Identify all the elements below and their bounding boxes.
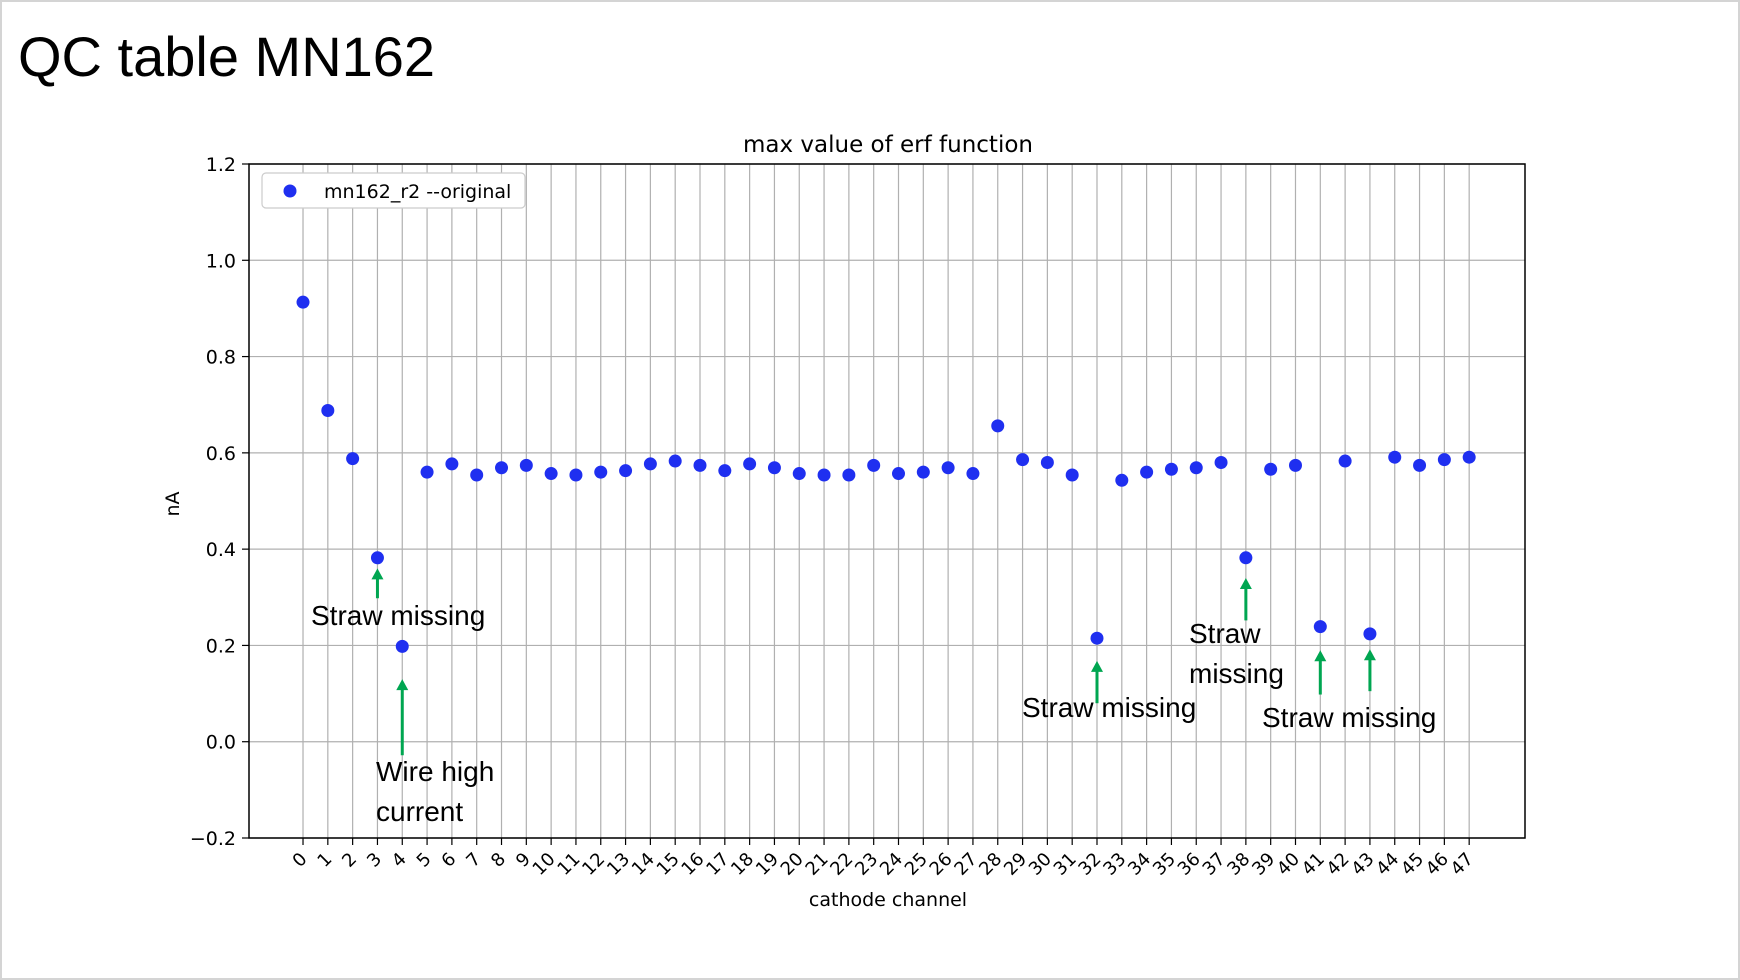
slide-title: QC table MN162 (18, 25, 436, 88)
x-tick-label: 1 (313, 849, 336, 872)
data-point (792, 467, 806, 481)
data-point (544, 467, 558, 481)
x-tick-label: 8 (487, 849, 510, 872)
x-axis: 0 1 2 3 4 5 6 7 8 9101112131415161718192021222324… (289, 838, 1478, 880)
annotation-arrowhead (1314, 650, 1327, 662)
y-tick-label: −0.2 (190, 828, 236, 850)
y-tick-label: 1.0 (206, 250, 236, 272)
annotation-ch38-line2: missing (1189, 658, 1284, 689)
data-point (1288, 458, 1302, 472)
y-tick-label: 0.2 (206, 635, 236, 657)
annotation-arrowhead (371, 568, 384, 580)
x-tick-label: 2 (338, 849, 361, 872)
data-point (594, 465, 608, 479)
annotation-ch32: Straw missing (1022, 688, 1196, 728)
legend-marker (283, 184, 297, 198)
annotation-ch3-line1: Straw missing (311, 600, 486, 631)
data-point (470, 468, 484, 482)
x-tick-label: 6 (437, 849, 460, 872)
x-tick-label: 4 (388, 849, 411, 872)
data-point (693, 458, 707, 472)
x-tick-label: 5 (413, 849, 436, 872)
annotation-arrows (371, 568, 1376, 756)
data-point (1338, 454, 1352, 468)
data-point (817, 468, 831, 482)
annotation-arrowhead (1363, 649, 1376, 661)
data-point (991, 419, 1005, 433)
data-point (966, 467, 980, 481)
data-point (1065, 468, 1079, 482)
x-tick-label: 3 (363, 849, 386, 872)
data-point (941, 461, 955, 475)
data-point (321, 403, 335, 417)
data-point (619, 464, 633, 478)
annotation-ch4-line2: current (376, 796, 464, 827)
data-point (867, 458, 881, 472)
annotation-ch38: Straw missing (1189, 614, 1284, 694)
data-point (718, 464, 732, 478)
data-point (1214, 455, 1228, 469)
y-tick-label: 0.6 (206, 443, 236, 465)
data-point (1115, 473, 1129, 487)
annotation-ch41-line1: Straw missing (1262, 702, 1437, 733)
data-point (395, 639, 409, 653)
data-point (1164, 462, 1178, 476)
data-point (1437, 453, 1451, 467)
annotation-ch32-line1: Straw missing (1022, 692, 1197, 723)
data-point (767, 461, 781, 475)
data-point (892, 467, 906, 481)
data-point (1462, 450, 1476, 464)
data-point (296, 295, 310, 309)
data-point (569, 468, 583, 482)
y-tick-label: 1.2 (206, 154, 236, 176)
data-point (1239, 551, 1253, 565)
legend-box (261, 172, 526, 209)
data-point (916, 465, 930, 479)
annotation-arrowhead (396, 679, 409, 691)
y-tick-label: 0.4 (206, 539, 236, 561)
data-point (1388, 450, 1402, 464)
data-point (420, 465, 434, 479)
x-tick-label: 0 (289, 849, 312, 872)
annotation-ch4: Wire high current (376, 752, 494, 832)
legend: mn162_r2 --original (261, 172, 526, 209)
annotation-ch41-ch43: Straw missing (1262, 698, 1436, 738)
data-point (1016, 453, 1030, 467)
legend-label: mn162_r2 --original (324, 181, 511, 203)
data-point (842, 468, 856, 482)
y-tick-label: 0.8 (206, 347, 236, 369)
y-tick-label: 0.0 (206, 732, 236, 754)
x-tick-label: 7 (462, 849, 485, 872)
annotation-arrowhead (1090, 660, 1103, 672)
annotation-ch38-line1: Straw (1189, 618, 1261, 649)
annotation-ch4-line1: Wire high (376, 756, 495, 787)
data-point (1363, 627, 1377, 641)
x-axis-label: cathode channel (809, 889, 967, 911)
data-point (445, 457, 459, 471)
data-point (1313, 620, 1327, 634)
plot-frame (248, 163, 1526, 839)
y-axis-label: nA (162, 491, 184, 516)
data-point (1264, 462, 1278, 476)
data-point (1040, 455, 1054, 469)
data-point (495, 461, 509, 475)
data-point (1189, 461, 1203, 475)
annotation-ch3: Straw missing (311, 596, 485, 636)
data-point (1413, 458, 1427, 472)
grid (249, 163, 1525, 839)
x-tick-label: 47 (1447, 849, 1478, 880)
data-point (1090, 631, 1104, 645)
data-point (668, 454, 682, 468)
data-point (370, 551, 384, 565)
data-point (1140, 465, 1154, 479)
data-points (296, 295, 1476, 653)
data-point (743, 457, 757, 471)
data-point (643, 457, 657, 471)
chart-title: max value of erf function (743, 132, 1033, 158)
data-point (519, 458, 533, 472)
annotation-arrowhead (1239, 578, 1252, 590)
data-point (346, 452, 360, 466)
y-axis: −0.2 0.0 0.2 0.4 0.6 0.8 1.0 1.2 (190, 154, 249, 850)
